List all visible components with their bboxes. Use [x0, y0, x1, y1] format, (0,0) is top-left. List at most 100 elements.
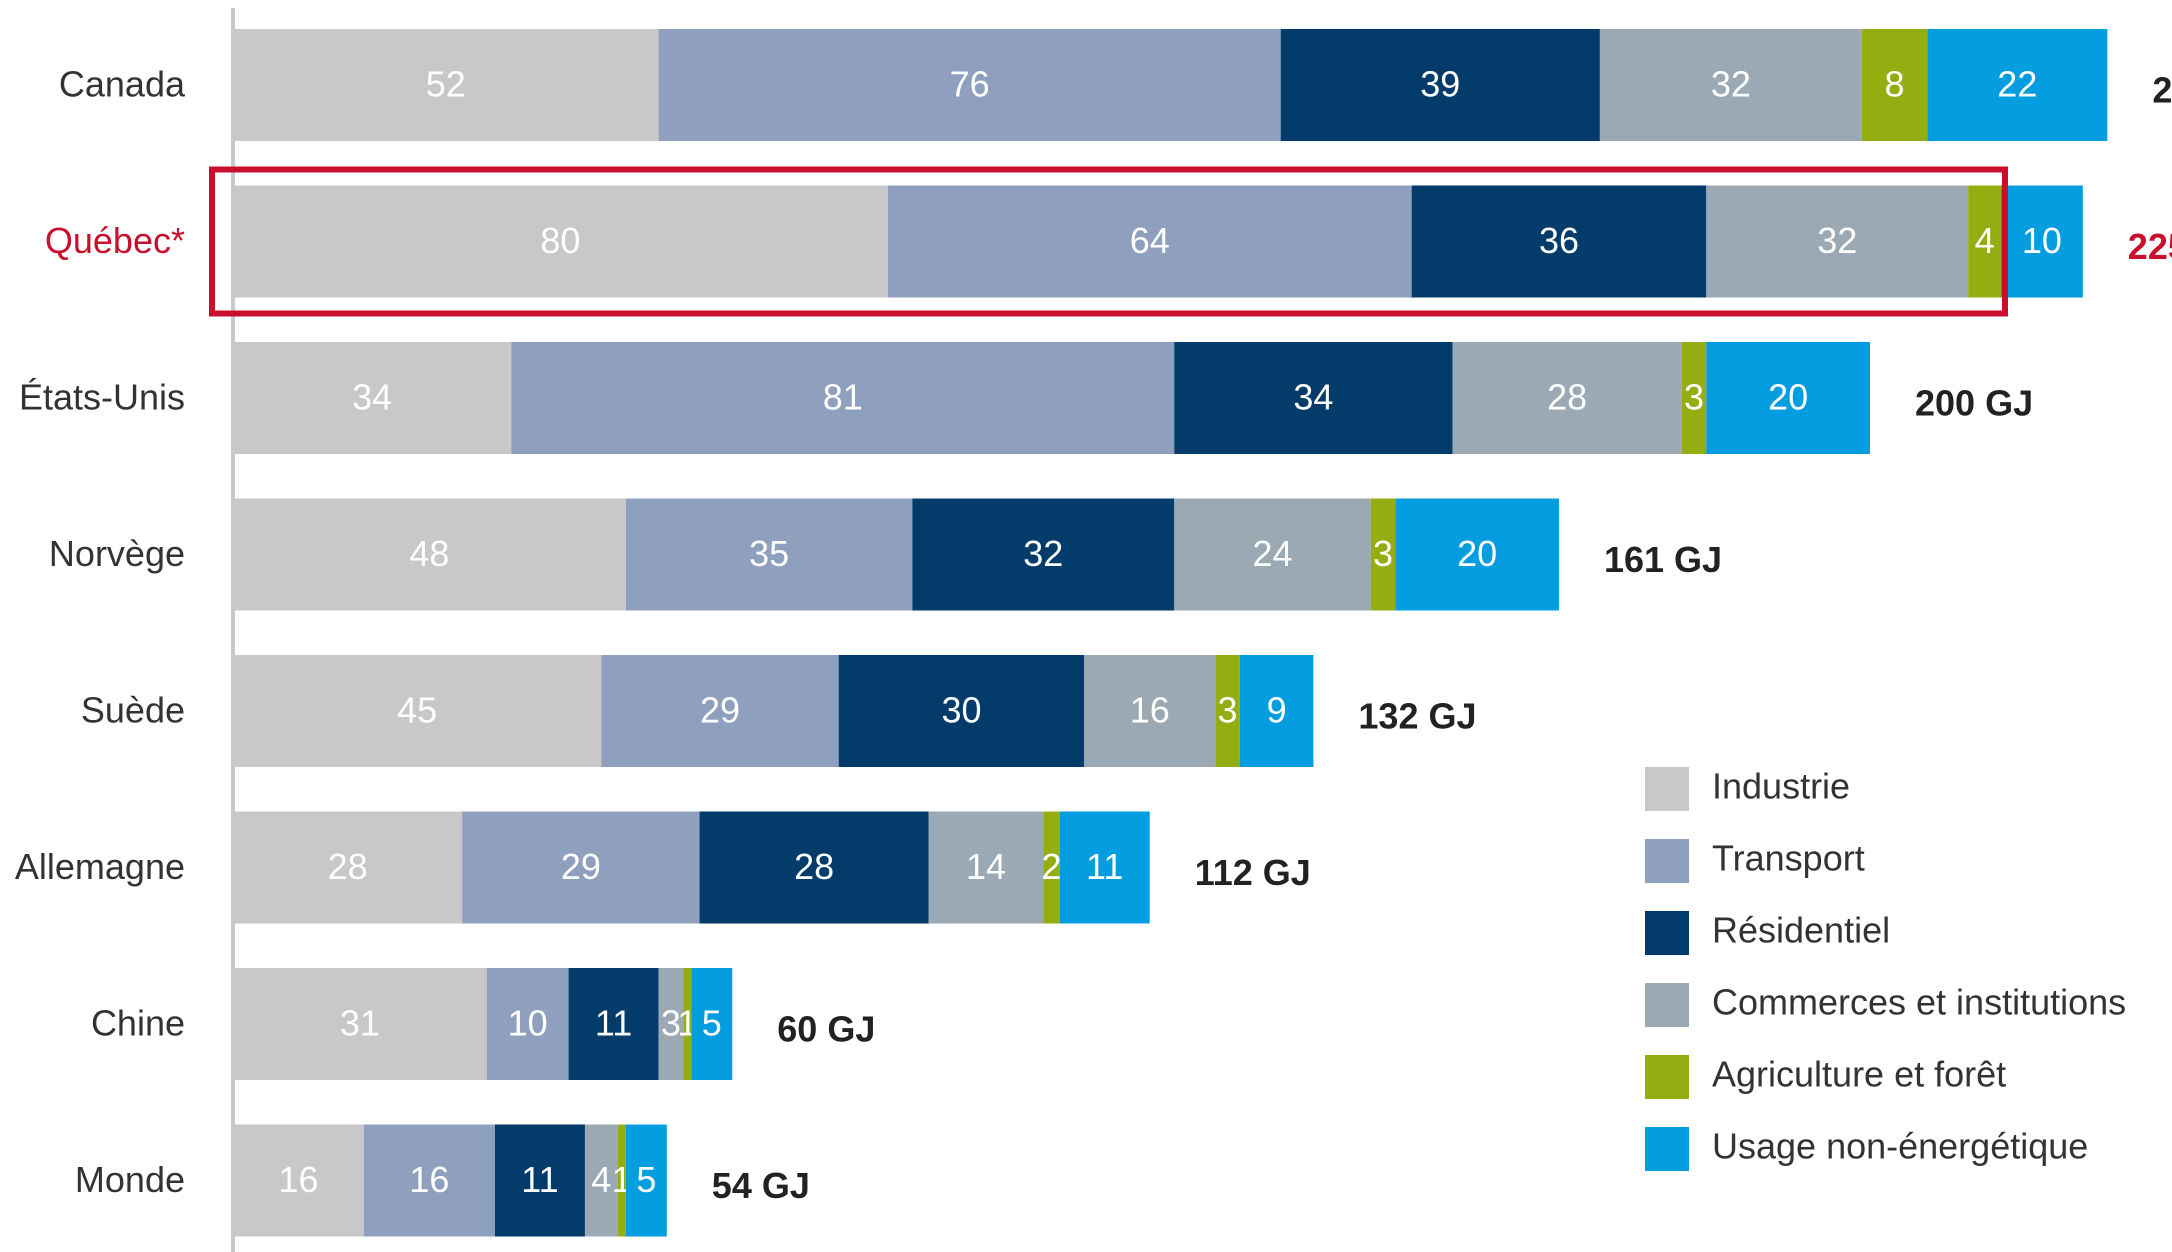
data-label: 24	[1252, 533, 1292, 574]
bar-segment	[233, 29, 659, 141]
bar-segment	[1411, 185, 1707, 298]
legend-swatch	[1645, 767, 1689, 811]
total-label: 60 GJ	[777, 1009, 875, 1050]
data-label: 48	[409, 533, 449, 574]
bar-segment	[1084, 655, 1216, 767]
data-label: 16	[1130, 690, 1170, 731]
bar-segment	[363, 1124, 495, 1237]
legend-label: Commerces et institutions	[1712, 982, 2126, 1023]
data-label: 10	[2022, 220, 2062, 261]
bar-segment	[2000, 185, 2083, 298]
data-label: 11	[595, 1003, 632, 1044]
bar-segment	[462, 811, 700, 924]
data-label: 36	[1539, 220, 1579, 261]
total-label: 229 GJ	[2152, 70, 2172, 111]
bar-segment	[233, 498, 626, 611]
data-label: 34	[352, 377, 392, 418]
data-label: 2	[1041, 846, 1061, 887]
legend-label: Résidentiel	[1712, 910, 1890, 951]
legend-swatch	[1645, 1127, 1689, 1171]
bar-segment	[233, 655, 602, 767]
legend-label: Agriculture et forêt	[1712, 1054, 2006, 1095]
bar-segment	[1706, 342, 1870, 454]
bar-segment	[1968, 185, 2001, 298]
bar-segment	[233, 185, 888, 298]
data-label: 3	[1684, 377, 1704, 418]
bar-segment	[1043, 811, 1060, 924]
data-label: 76	[950, 64, 990, 105]
legend: Industrie Transport Résidentiel Commerces e…	[1645, 766, 2126, 1171]
bar-segment	[233, 811, 463, 924]
bar-segment	[1861, 29, 1928, 141]
bar-segment	[887, 185, 1412, 298]
bar-segment	[1927, 29, 2108, 141]
data-label: 80	[540, 220, 580, 261]
bar-segment	[658, 968, 684, 1080]
category-label: Norvège	[49, 533, 185, 574]
data-label: 3	[1217, 690, 1237, 731]
data-label: 32	[1817, 220, 1857, 261]
bar-segment	[625, 498, 913, 611]
bar-segment	[1215, 655, 1240, 767]
highlight-frame	[209, 166, 2008, 317]
data-label: 22	[1997, 64, 2037, 105]
total-label: 225 GJ	[2128, 226, 2172, 267]
data-label: 81	[823, 377, 863, 418]
data-label: 31	[340, 1003, 380, 1044]
data-label: 64	[1130, 220, 1170, 261]
legend-swatch	[1645, 1055, 1689, 1099]
bar-segment	[699, 811, 929, 924]
category-label: Chine	[91, 1003, 185, 1044]
data-label: 32	[1711, 64, 1751, 105]
bar-segment	[691, 968, 733, 1080]
bar-segment	[1681, 342, 1707, 454]
data-label: 29	[700, 690, 740, 731]
bar-segment	[838, 655, 1085, 767]
bar-segment	[233, 1124, 364, 1237]
bar-segment	[1706, 185, 1969, 298]
legend-label: Usage non-énergétique	[1712, 1126, 2088, 1167]
bar-segment	[625, 1124, 667, 1237]
data-label: 20	[1457, 533, 1497, 574]
bar-segment	[658, 29, 1281, 141]
data-label: 34	[1293, 377, 1333, 418]
data-label: 45	[397, 690, 437, 731]
data-label: 29	[561, 846, 601, 887]
data-label: 39	[1420, 64, 1460, 105]
bar-segment	[683, 968, 692, 1080]
bars-layer: Canada52763932822229 GJQuébec*8064363241…	[15, 29, 2172, 1237]
data-label: 14	[966, 846, 1006, 887]
legend-label: Industrie	[1712, 766, 1850, 807]
total-label: 112 GJ	[1195, 852, 1311, 893]
data-label: 9	[1267, 690, 1287, 731]
bar-segment	[568, 968, 659, 1080]
bar-segment	[912, 498, 1175, 611]
data-label: 5	[702, 1003, 722, 1044]
data-label: 16	[278, 1159, 318, 1200]
bar-segment	[1174, 342, 1453, 454]
data-label: 5	[636, 1159, 656, 1200]
data-label: 32	[1023, 533, 1063, 574]
category-label: États-Unis	[19, 377, 185, 418]
bar-segment	[233, 968, 487, 1080]
category-label: Allemagne	[15, 846, 185, 887]
data-label: 4	[591, 1159, 611, 1200]
total-label: 54 GJ	[712, 1165, 810, 1206]
category-label: Suède	[81, 690, 185, 731]
data-label: 11	[1086, 846, 1123, 887]
bar-segment	[1370, 498, 1396, 611]
data-label: 28	[1547, 377, 1587, 418]
legend-swatch	[1645, 839, 1689, 883]
data-label: 28	[794, 846, 834, 887]
data-label: 4	[1975, 220, 1995, 261]
legend-swatch	[1645, 911, 1689, 955]
bar-segment	[1059, 811, 1150, 924]
data-label: 10	[508, 1003, 548, 1044]
bar-segment	[233, 342, 512, 454]
category-label: Monde	[75, 1159, 185, 1200]
bar-segment	[1599, 29, 1862, 141]
bar-segment	[617, 1124, 626, 1237]
bar-segment	[1395, 498, 1559, 611]
legend-label: Transport	[1712, 838, 1865, 879]
